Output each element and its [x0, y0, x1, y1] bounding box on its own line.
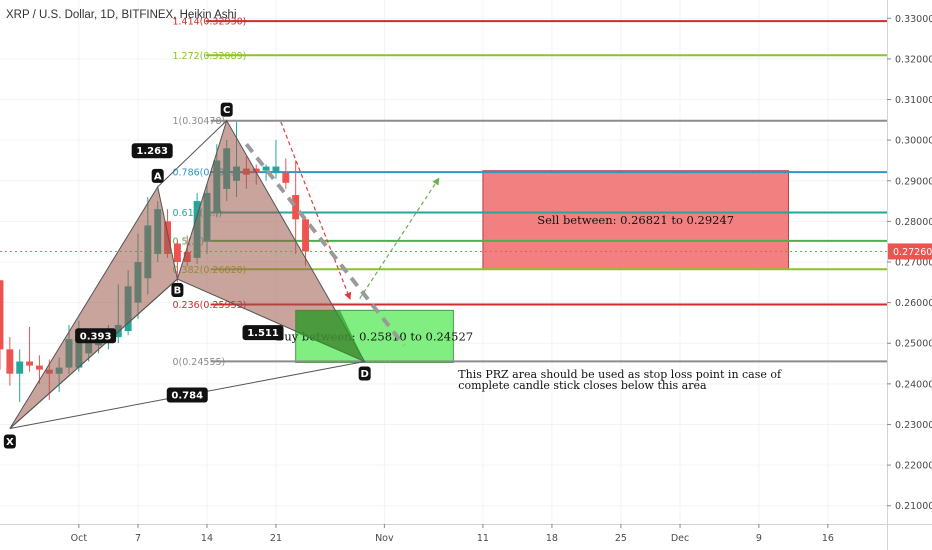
ratio-badge: [75, 328, 117, 344]
prz-note-line: complete candle stick closes below this …: [458, 379, 707, 392]
pattern-point-badge: [220, 102, 233, 117]
current-price-tag: [888, 243, 932, 260]
y-tick-label: 0.21000: [895, 501, 932, 512]
y-tick-label: 0.30000: [895, 136, 932, 147]
x-tick-label: 11: [477, 533, 489, 544]
pattern-ac-line: [157, 120, 228, 188]
pattern-bcd: [176, 119, 366, 363]
pattern-point-badge: [3, 434, 16, 449]
candle-body: [0, 280, 4, 350]
projection-trend-dashes: [244, 142, 406, 347]
candle-body: [302, 219, 309, 252]
candle-body: [6, 349, 14, 374]
pattern-xb-line: [9, 278, 178, 429]
fib-level-label: 0.5(...): [172, 236, 204, 247]
y-tick-label: 0.29000: [895, 176, 932, 187]
x-tick-label: Dec: [671, 533, 689, 544]
fib-level-label: 1.414(0.32930): [172, 17, 246, 28]
ratio-label: 0.393: [80, 331, 112, 342]
x-tick-label: 16: [822, 533, 834, 544]
y-tick-label: 0.27000: [895, 258, 932, 269]
y-tick-label: 0.23000: [895, 420, 932, 431]
candle-body: [282, 172, 290, 183]
candle-body: [272, 166, 280, 173]
candle-body: [292, 194, 300, 220]
x-tick-label: 9: [756, 533, 762, 544]
chart-title: XRP / U.S. Dollar, 1D, BITFINEX, Heikin …: [6, 9, 237, 21]
pattern-point-c: C: [223, 105, 230, 116]
x-tick-label: 21: [270, 533, 282, 544]
y-tick-label: 0.33000: [895, 14, 932, 25]
ratio-label: 1.263: [136, 146, 168, 157]
sell-zone: [482, 170, 789, 270]
candle-body: [262, 166, 270, 171]
ratio-label: 1.511: [247, 328, 279, 339]
ratio-badge: [131, 143, 173, 159]
pattern-xab: [9, 185, 178, 429]
pattern-d-overlap: [295, 310, 365, 362]
pattern-point-d: D: [360, 369, 368, 380]
ratio-badge: [166, 387, 208, 403]
projection-down-arrow: [280, 121, 352, 300]
y-tick-label: 0.28000: [895, 217, 932, 228]
pattern-point-b: B: [174, 286, 182, 297]
x-tick-label: Oct: [71, 533, 88, 544]
pattern-point-badge: [151, 168, 164, 183]
x-tick-label: 25: [615, 533, 627, 544]
y-tick-label: 0.31000: [895, 95, 932, 106]
x-tick-label: 18: [546, 533, 558, 544]
fib-level-label: 0(0.24555): [172, 357, 225, 368]
pattern-point-a: A: [154, 171, 162, 182]
candle-body: [173, 243, 181, 262]
y-tick-label: 0.26000: [895, 298, 932, 309]
pattern-point-x: X: [6, 437, 14, 448]
x-tick-label: 14: [201, 533, 213, 544]
y-tick-label: 0.24000: [895, 379, 932, 390]
candle-body: [26, 361, 34, 366]
fib-level-label: 1.272(0.32089): [172, 51, 246, 62]
projection-up-arrow: [359, 177, 440, 299]
y-tick-label: 0.22000: [895, 461, 932, 472]
fib-level-label: 1(0.30478): [172, 116, 225, 127]
x-tick-label: Nov: [375, 533, 394, 544]
pattern-point-badge: [358, 366, 371, 381]
fib-level-label: 0.236(0.25953): [172, 300, 246, 311]
prz-note-line: This PRZ area should be used as stop los…: [458, 368, 782, 381]
y-tick-label: 0.32000: [895, 54, 932, 65]
pattern-point-badge: [171, 283, 184, 298]
y-tick-label: 0.25000: [895, 339, 932, 350]
candle-body: [35, 365, 43, 370]
ratio-badge: [242, 325, 284, 341]
candle-body: [252, 168, 260, 173]
x-tick-label: 7: [135, 533, 141, 544]
ratio-label: 0.784: [171, 391, 203, 402]
sell-zone-label: Sell between: 0.26821 to 0.29247: [537, 213, 734, 227]
fib-level-label: 0.786(0.29...): [172, 168, 237, 179]
candle-body: [16, 361, 24, 374]
current-price-label: 0.27260: [893, 247, 932, 258]
